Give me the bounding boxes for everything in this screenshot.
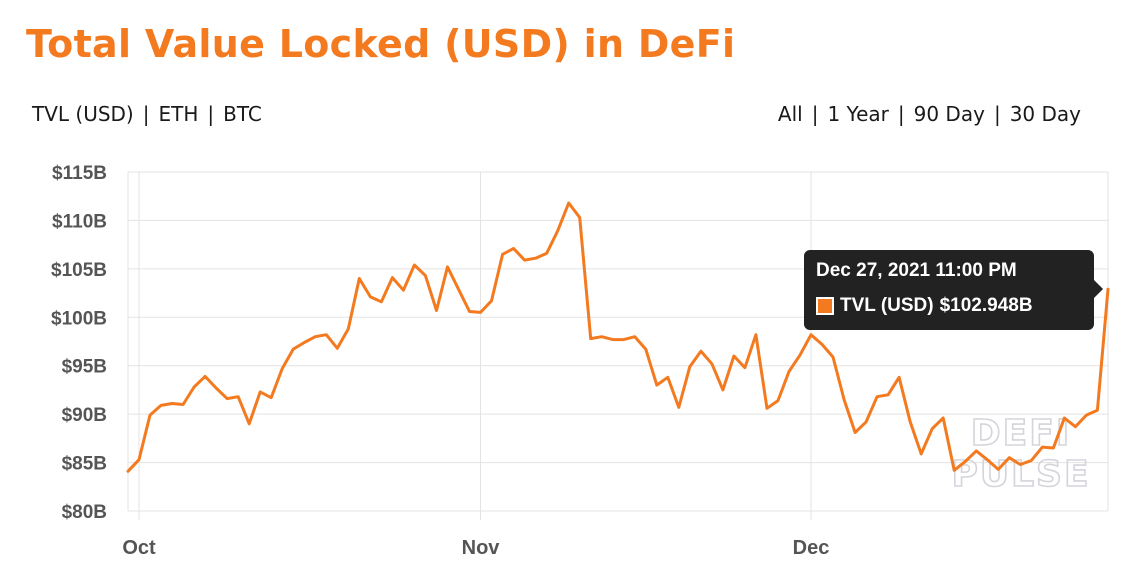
y-tick-label: $90B [62,405,107,426]
tvl-line-chart[interactable]: DEFI PULSE $80B $85B $90B $95B $100B $105B $11… [0,150,1127,570]
x-axis-ticks: Oct Nov Dec [122,537,829,559]
y-tick-label: $110B [52,211,107,232]
watermark-line-2: PULSE [951,454,1090,495]
tooltip-date: Dec 27, 2021 11:00 PM [816,260,1017,281]
x-gridlines [127,172,1109,520]
tab-1-year[interactable]: 1 Year [827,102,889,126]
y-tick-label: $95B [62,357,107,378]
y-tick-label: $100B [51,308,107,329]
tooltip-series-name: TVL (USD) [840,295,934,316]
chart-title: Total Value Locked (USD) in DeFi [26,22,736,66]
watermark-line-1: DEFI [971,413,1071,454]
x-tick-label: Dec [793,537,830,559]
tooltip-row: TVL (USD) $102.948B [816,295,1082,317]
y-tick-label: $105B [51,260,107,281]
tab-all[interactable]: All [777,102,803,126]
tab-30-day[interactable]: 30 Day [1009,102,1081,126]
tab-separator: | [993,102,1001,126]
y-axis-ticks: $80B $85B $90B $95B $100B $105B $110B $115B [51,163,107,523]
tab-eth[interactable]: ETH [158,102,199,126]
chart-tooltip: Dec 27, 2021 11:00 PM TVL (USD) $102.948… [804,250,1103,330]
x-tick-label: Nov [462,537,501,559]
y-tick-label: $85B [62,454,107,475]
tab-separator: | [207,102,215,126]
unit-tabs: TVL (USD) | ETH | BTC [32,102,262,126]
tab-btc[interactable]: BTC [223,102,262,126]
y-tick-label: $80B [62,502,107,523]
tab-tvl-usd[interactable]: TVL (USD) [32,102,134,126]
tab-separator: | [897,102,905,126]
range-tabs: All | 1 Year | 90 Day | 30 Day [778,102,1081,126]
tooltip-value: $102.948B [939,295,1033,316]
series-swatch [816,297,834,315]
tab-separator: | [811,102,819,126]
tvl-series-line[interactable] [126,201,1110,473]
y-tick-label: $115B [52,163,107,184]
defi-pulse-watermark: DEFI PULSE [951,412,1090,496]
x-tick-label: Oct [122,537,156,559]
tab-90-day[interactable]: 90 Day [913,102,985,126]
tab-separator: | [142,102,150,126]
